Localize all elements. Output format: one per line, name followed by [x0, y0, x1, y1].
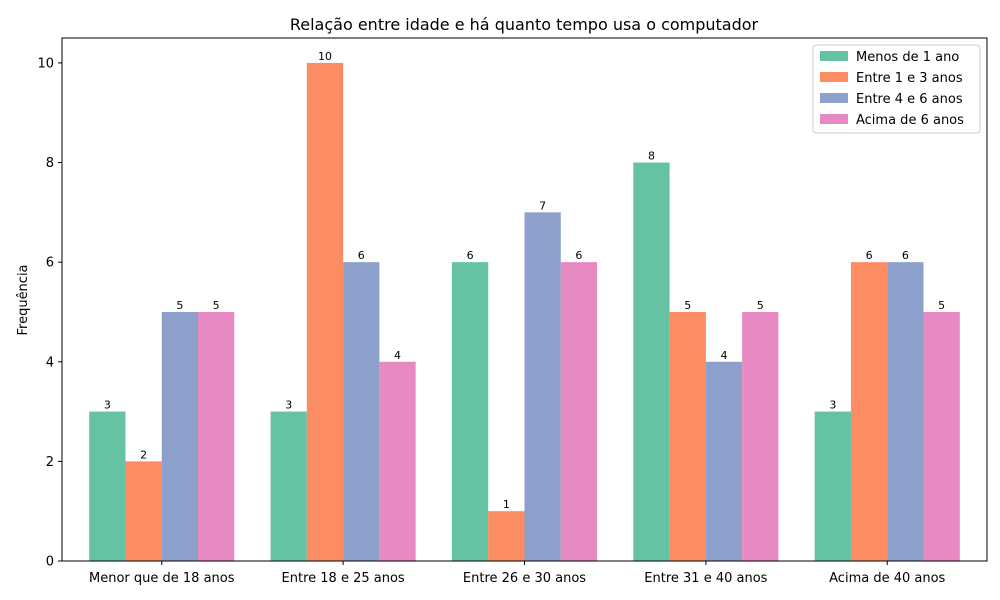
y-tick-label: 10: [37, 56, 54, 71]
bar-value-label: 4: [394, 349, 401, 362]
bar: [379, 361, 416, 561]
bar-value-label: 5: [684, 299, 691, 312]
legend-swatch: [820, 114, 848, 124]
bar-value-label: 6: [358, 249, 365, 262]
bar: [524, 212, 561, 562]
bar-value-label: 6: [866, 249, 873, 262]
bar: [451, 262, 489, 561]
bar-value-label: 6: [467, 249, 474, 262]
legend-box: [812, 44, 981, 134]
bar: [89, 411, 126, 561]
bar-value-label: 1: [503, 498, 510, 511]
bar: [306, 62, 344, 562]
x-tick-label: Acima de 40 anos: [829, 571, 945, 586]
chart-title: Relação entre idade e há quanto tempo us…: [290, 15, 759, 34]
bar-value-label: 5: [757, 299, 764, 312]
bar-value-label: 2: [140, 448, 147, 461]
bar-value-label: 7: [539, 199, 546, 212]
bar: [669, 311, 706, 561]
bar-value-label: 3: [285, 399, 292, 412]
x-tick-label: Entre 26 e 30 anos: [463, 571, 586, 586]
bar-value-label: 6: [575, 249, 582, 262]
legend-entry: Menos de 1 ano: [856, 50, 959, 65]
y-tick-label: 8: [46, 156, 54, 171]
legend-swatch: [820, 51, 848, 61]
bar: [488, 511, 525, 561]
bar: [887, 262, 924, 561]
bar: [198, 311, 235, 561]
bar: [850, 262, 888, 561]
x-tick-label: Entre 31 e 40 anos: [644, 571, 767, 586]
bar: [125, 461, 162, 561]
bar-value-label: 3: [104, 399, 111, 412]
legend: Menos de 1 ano Entre 1 e 3 anos Entre 4 e …: [812, 44, 981, 134]
y-axis-label: Frequência: [16, 264, 31, 335]
legend-entry: Entre 1 e 3 anos: [856, 71, 963, 86]
y-tick-label: 6: [46, 256, 54, 271]
bar: [161, 311, 199, 561]
bar: [633, 162, 670, 561]
bar: [343, 262, 380, 561]
legend-swatch: [820, 72, 848, 82]
x-tick-label: Entre 18 e 25 anos: [282, 571, 405, 586]
legend-entry: Acima de 6 anos: [856, 113, 964, 128]
bar-value-label: 6: [902, 249, 909, 262]
bar-value-label: 5: [938, 299, 945, 312]
bar: [923, 311, 960, 561]
bar-value-label: 3: [829, 399, 836, 412]
plot-area: 3 3 6 8 3 2 10 1 5 6 5 6 7 4 6 5 4 6 5 5 0 2 4 6 8 10 Menor que de…: [37, 37, 988, 586]
bar: [814, 411, 851, 561]
legend-entry: Entre 4 e 6 anos: [856, 92, 963, 107]
y-tick-label: 0: [46, 555, 54, 570]
x-tick-label: Menor que de 18 anos: [89, 571, 235, 586]
bar-value-label: 5: [176, 299, 183, 312]
bar-value-label: 5: [213, 299, 220, 312]
legend-swatch: [820, 93, 848, 103]
bar-value-label: 8: [648, 150, 655, 163]
bar-value-label: 10: [318, 50, 332, 63]
bar-value-label: 4: [721, 349, 728, 362]
bar: [270, 411, 307, 561]
y-tick-label: 4: [46, 355, 54, 370]
bar: [560, 262, 598, 561]
y-tick-label: 2: [46, 455, 54, 470]
bar: [742, 311, 779, 561]
bar: [705, 361, 743, 561]
